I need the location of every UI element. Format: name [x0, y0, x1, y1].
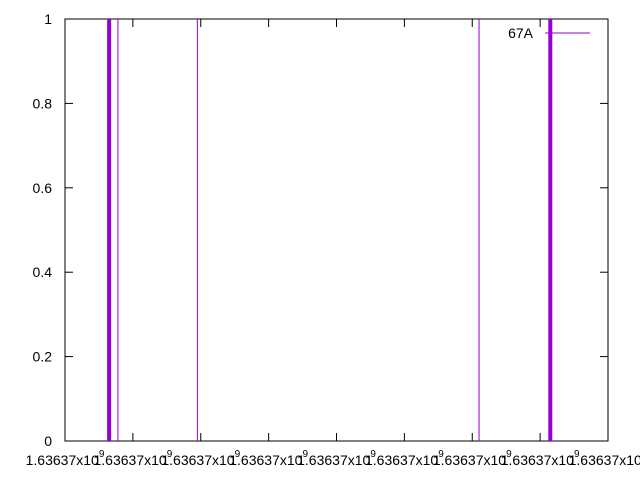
x-tick-label: 1.63637x109	[94, 449, 173, 468]
y-tick-label: 0.8	[33, 95, 53, 111]
x-tick-label: 1.63637x109	[161, 449, 240, 468]
x-tick-exponent: 9	[99, 449, 105, 460]
y-tick-label: 1	[44, 11, 52, 27]
x-tick-exponent: 9	[370, 449, 376, 460]
legend-label: 67A	[508, 25, 534, 41]
x-tick-label: 1.63637x109	[26, 449, 105, 468]
x-tick-exponent: 9	[235, 449, 241, 460]
x-tick-label: 1.63637x109	[365, 449, 444, 468]
y-tick-label: 0.6	[33, 180, 53, 196]
y-tick-label: 0.4	[33, 264, 53, 280]
x-tick-label: 1.63637x109	[569, 449, 640, 468]
series-group	[107, 19, 553, 441]
x-axis: 1.63637x1091.63637x1091.63637x1091.63637…	[26, 19, 640, 468]
legend: 67A	[508, 25, 590, 41]
x-tick-exponent: 9	[438, 449, 444, 460]
x-tick-exponent: 9	[574, 449, 580, 460]
plot-border	[64, 18, 609, 442]
x-tick-label: 1.63637x109	[433, 449, 512, 468]
x-tick-label: 1.63637x109	[297, 449, 376, 468]
x-tick-exponent: 9	[302, 449, 308, 460]
x-tick-label: 1.63637x109	[501, 449, 580, 468]
x-tick-exponent: 9	[167, 449, 173, 460]
y-axis: 0 0.2 0.4 0.6 0.8 1	[33, 11, 608, 449]
y-tick-label: 0	[44, 433, 52, 449]
x-tick-exponent: 9	[506, 449, 512, 460]
y-tick-label: 0.2	[33, 349, 53, 365]
plot-frame	[64, 18, 609, 442]
x-tick-label: 1.63637x109	[229, 449, 308, 468]
